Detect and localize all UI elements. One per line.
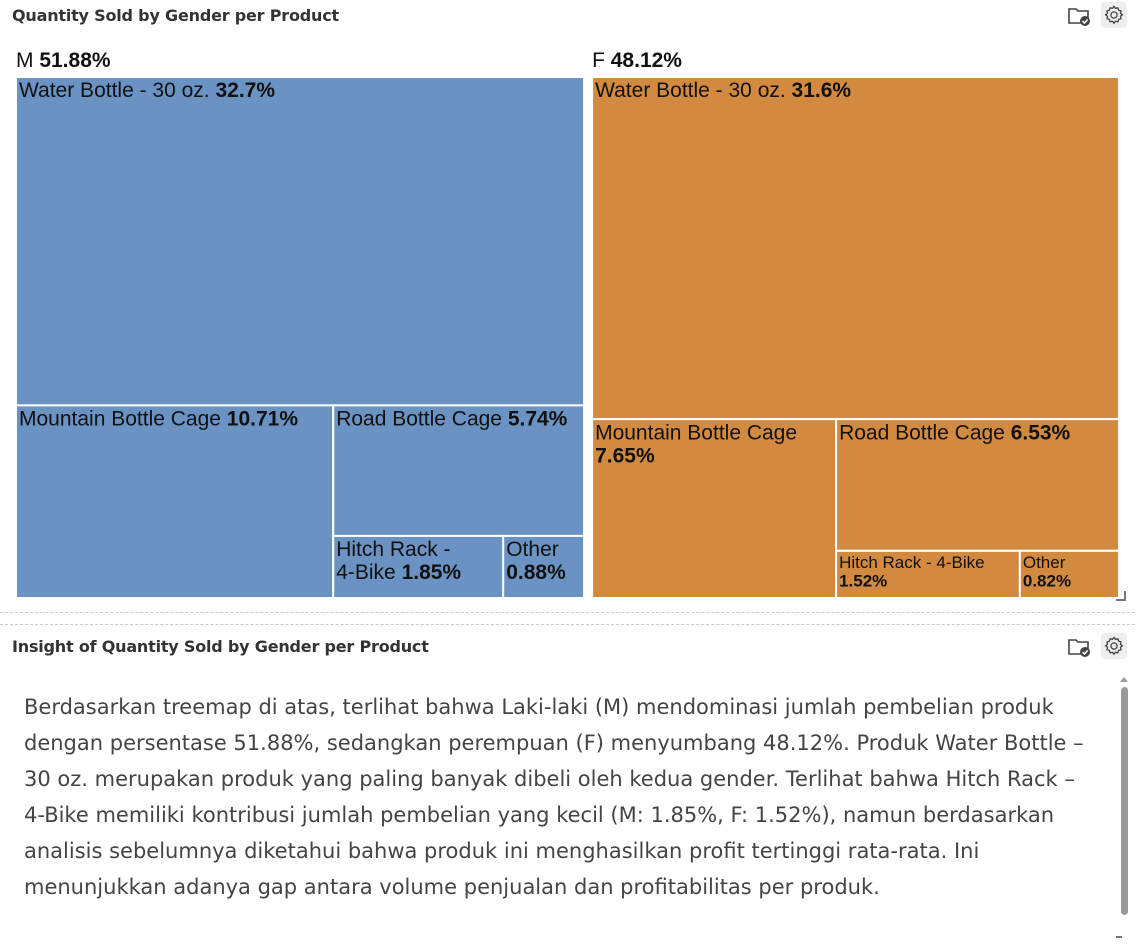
tile-f-1[interactable] — [591, 418, 838, 599]
tile-label-f-4: Other 0.82% — [1023, 553, 1071, 591]
group-label-m: M 51.88% — [16, 49, 111, 72]
tile-label-m-2: Road Bottle Cage 5.74% — [336, 408, 567, 431]
resize-corner-icon[interactable] — [1116, 930, 1122, 938]
tile-label-f-3: Hitch Rack - 4-Bike 1.52% — [839, 553, 984, 591]
treemap-chart: M 51.88% Water Bottle - 30 oz. 32.7% Mount… — [15, 49, 1120, 600]
insight-text: Berdasarkan treemap di atas, terlihat ba… — [24, 695, 1084, 899]
tile-m-1[interactable] — [15, 404, 335, 599]
tile-m-4[interactable] — [502, 534, 586, 600]
scroll-thumb[interactable] — [1121, 687, 1128, 915]
scroll-up-icon[interactable] — [1120, 677, 1128, 682]
insight-scrollbar[interactable] — [1119, 677, 1129, 923]
folder-check-icon[interactable] — [1066, 634, 1092, 660]
tile-label-f-0: Water Bottle - 30 oz. 31.6% — [595, 79, 851, 102]
tile-f-0[interactable] — [591, 76, 1120, 421]
insight-panel: Insight of Quantity Sold by Gender per P… — [0, 624, 1135, 946]
tile-f-2[interactable] — [835, 418, 1120, 552]
treemap-panel: M 51.88% Water Bottle - 30 oz. 32.7% Mount… — [0, 0, 1135, 613]
tile-m-0[interactable] — [15, 76, 586, 407]
tile-label-f-2: Road Bottle Cage 6.53% — [839, 421, 1070, 444]
tile-label-m-0: Water Bottle - 30 oz. 32.7% — [19, 79, 275, 102]
tile-f-4[interactable] — [1018, 549, 1120, 599]
resize-corner-icon[interactable] — [1116, 591, 1126, 601]
group-label-f: F 48.12% — [592, 49, 682, 72]
insight-panel-title: Insight of Quantity Sold by Gender per P… — [12, 637, 429, 656]
gear-icon[interactable] — [1101, 633, 1127, 659]
tile-m-3[interactable] — [332, 534, 505, 600]
folder-check-icon[interactable] — [1066, 3, 1092, 29]
tile-label-m-3: Hitch Rack -4-Bike 1.85% — [336, 538, 461, 584]
tile-label-m-4: Other 0.88% — [506, 538, 566, 584]
tile-m-2[interactable] — [332, 404, 586, 537]
tile-label-m-1: Mountain Bottle Cage 10.71% — [19, 408, 298, 431]
treemap-panel-title: Quantity Sold by Gender per Product — [12, 6, 339, 25]
tile-f-3[interactable] — [835, 549, 1021, 599]
gear-icon[interactable] — [1101, 2, 1127, 28]
tile-label-f-1: Mountain Bottle Cage 7.65% — [595, 421, 797, 467]
